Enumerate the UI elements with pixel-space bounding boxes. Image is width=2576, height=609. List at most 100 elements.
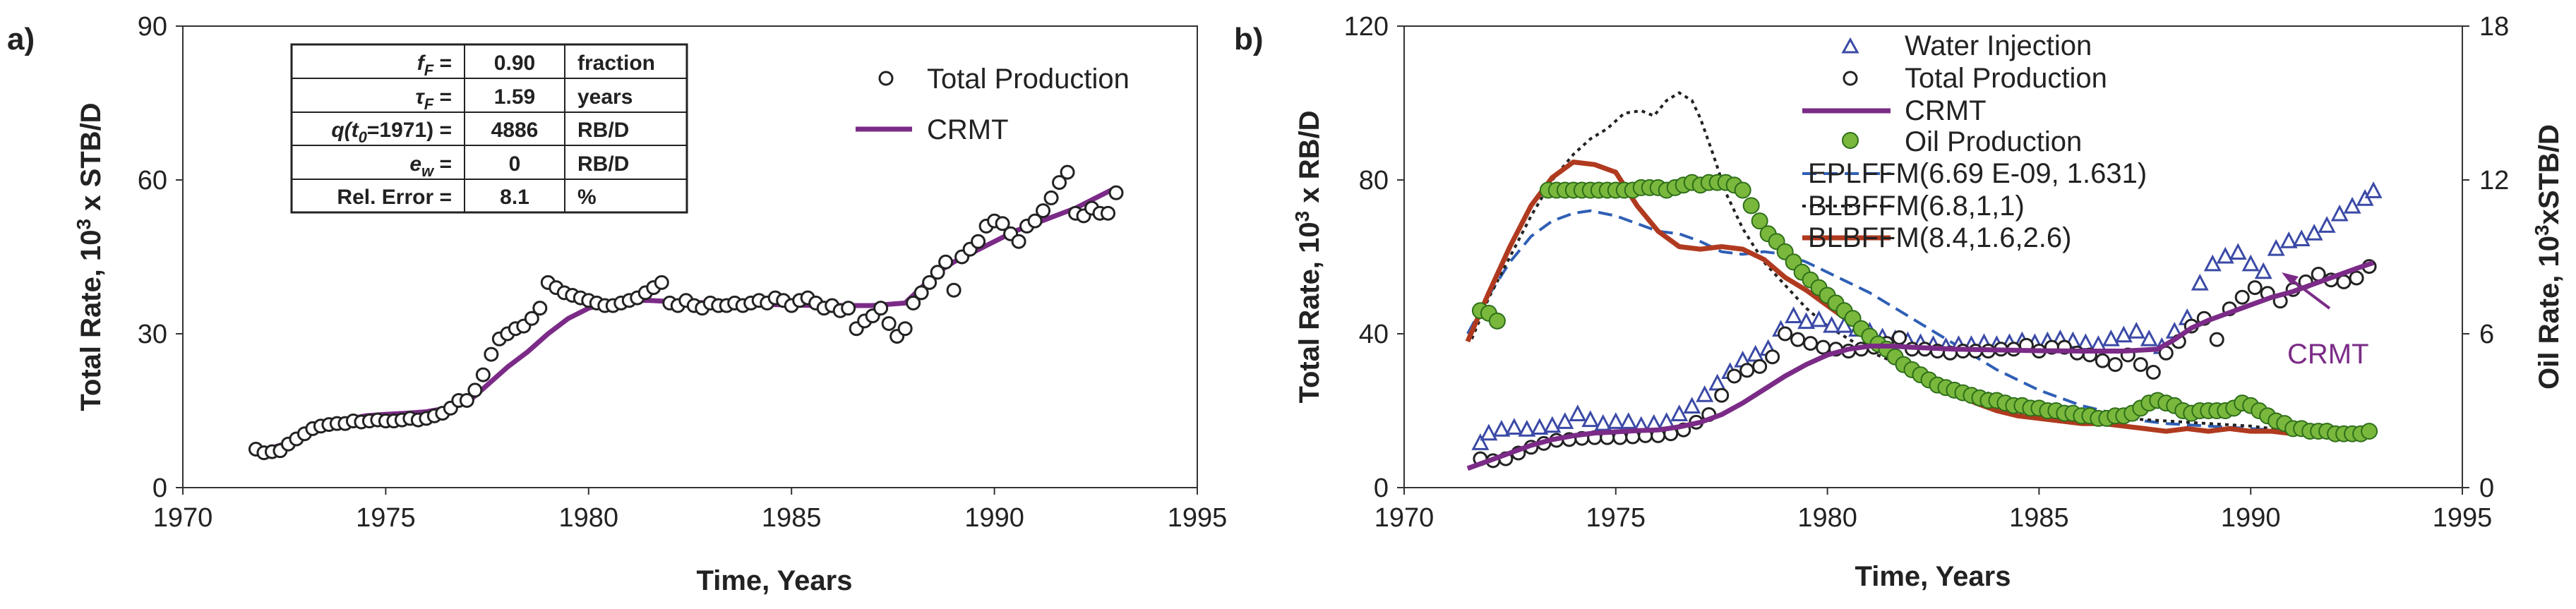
water-injection-point (1607, 412, 1625, 429)
total-production-point (913, 285, 929, 301)
total-production-point (2234, 289, 2250, 305)
panel-b-y2label: Oil Rate, 103xSTB/D (2531, 124, 2565, 390)
water-injection-point (1505, 418, 1523, 435)
oil-production-point (1488, 312, 1506, 330)
water-injection-point (1518, 420, 1536, 437)
water-injection-point (1530, 418, 1549, 435)
x-tick-label: 1990 (2221, 503, 2281, 533)
total-production-point (1108, 185, 1124, 200)
water-injection-point (1810, 310, 1828, 327)
water-injection-point (1670, 404, 1689, 421)
panel-b-crmt-series (1466, 260, 2375, 471)
water-injection-point (1471, 433, 1490, 450)
param-q-value: 4886 (491, 119, 539, 142)
water-injection-point (2229, 243, 2247, 260)
param-relerror-value: 8.1 (500, 186, 529, 209)
x-tick-label: 1970 (1374, 503, 1434, 533)
panel-b-ylabel: Total Rate, 103 x RB/D (1291, 111, 1325, 404)
water-injection-point (2280, 231, 2298, 248)
total-production-point (2336, 274, 2352, 289)
y2-tick-label: 12 (2479, 166, 2509, 195)
total-production-point (1011, 234, 1026, 249)
total-production-point (484, 346, 499, 362)
total-production-point (1790, 332, 1806, 347)
param-tauF-label: τF = (415, 85, 452, 113)
total-production-point (524, 310, 539, 326)
total-production-point (971, 234, 986, 249)
total-production-point (873, 301, 889, 316)
param-ew-label: ew = (409, 152, 452, 180)
water-injection-point (2267, 239, 2285, 256)
oil-production-point (1742, 197, 1760, 215)
legend-total-production-marker (878, 71, 894, 86)
legend-total-production-label: Total Production (927, 64, 1130, 95)
water-injection-point (2127, 322, 2145, 339)
water-injection-point (2318, 216, 2336, 233)
water-injection-point (1480, 423, 1498, 441)
y-tick-label: 40 (1359, 320, 1389, 349)
total-production-point (1027, 213, 1043, 229)
water-injection-point (2216, 246, 2234, 264)
total-production-point (1727, 368, 1742, 384)
panel-a-plot-frame (182, 25, 1198, 488)
total-production-point (841, 301, 856, 316)
x-tick-label: 1995 (1168, 503, 1228, 533)
water-injection-point (2140, 329, 2158, 346)
total-production-point (532, 301, 548, 316)
water-injection-point (1785, 306, 1803, 323)
param-q-unit: RB/D (577, 119, 629, 142)
param-ew-unit: RB/D (577, 152, 629, 176)
total-production-point (1778, 326, 1793, 342)
param-relerror-unit: % (577, 186, 597, 209)
total-production-point (1101, 205, 1116, 221)
total-production-point (1816, 339, 1831, 355)
total-production-point (475, 367, 491, 382)
x-tick-label: 1985 (762, 503, 822, 533)
legend-total-production-label: Total Production (1905, 63, 2107, 94)
panel-b-total-production-series (1473, 259, 2377, 469)
param-tauF-value: 1.59 (494, 85, 535, 109)
param-tauF-unit: years (577, 85, 633, 109)
panel-b-label: b) (1234, 22, 1264, 56)
water-injection-point (1696, 385, 1714, 402)
crmt-line (1466, 260, 2375, 471)
x-tick-label: 1975 (1586, 503, 1646, 533)
water-injection-point (2114, 325, 2133, 343)
total-production-point (1060, 164, 1075, 180)
crmt-annotation-arrow (2286, 275, 2331, 310)
water-injection-point (2254, 262, 2272, 279)
total-production-point (946, 282, 961, 298)
water-injection-point (1594, 414, 1612, 431)
x-tick-label: 1980 (559, 503, 619, 533)
total-production-point (2209, 332, 2224, 347)
water-injection-point (2203, 254, 2222, 272)
y2-tick-label: 0 (2479, 474, 2494, 503)
x-tick-label: 1995 (2433, 503, 2493, 533)
total-production-point (1752, 358, 1768, 374)
x-tick-label: 1990 (964, 503, 1024, 533)
panel-a-ylabel-pre: Total Rate, 10 (76, 229, 107, 411)
oil-production-point (1751, 212, 1768, 230)
panel-b-plot-frame (1403, 25, 2463, 488)
total-production-point (2133, 357, 2148, 373)
y-tick-label: 0 (1374, 474, 1389, 503)
water-injection-point (2102, 329, 2120, 346)
x-tick-label: 1985 (2009, 503, 2069, 533)
panel-a-ylabel: Total Rate, 103 x STB/D (73, 102, 107, 411)
total-production-point (906, 295, 921, 310)
water-injection-point (2305, 224, 2323, 241)
panel-b-xlabel: Time, Years (1855, 561, 2011, 592)
param-fF-unit: fraction (577, 52, 655, 75)
water-injection-point (1683, 397, 1701, 414)
y-tick-label: 80 (1359, 166, 1389, 195)
total-production-point (1052, 175, 1067, 191)
panel-a-parameter-table: fF = 0.90 fraction τF = 1.59 years q(t0=… (290, 43, 688, 214)
panel-a-xlabel: Time, Years (697, 565, 853, 596)
x-tick-label: 1975 (356, 503, 416, 533)
water-injection-point (2191, 273, 2209, 291)
y2-tick-label: 18 (2479, 12, 2509, 42)
param-fF-value: 0.90 (494, 52, 535, 75)
total-production-point (1739, 363, 1755, 378)
